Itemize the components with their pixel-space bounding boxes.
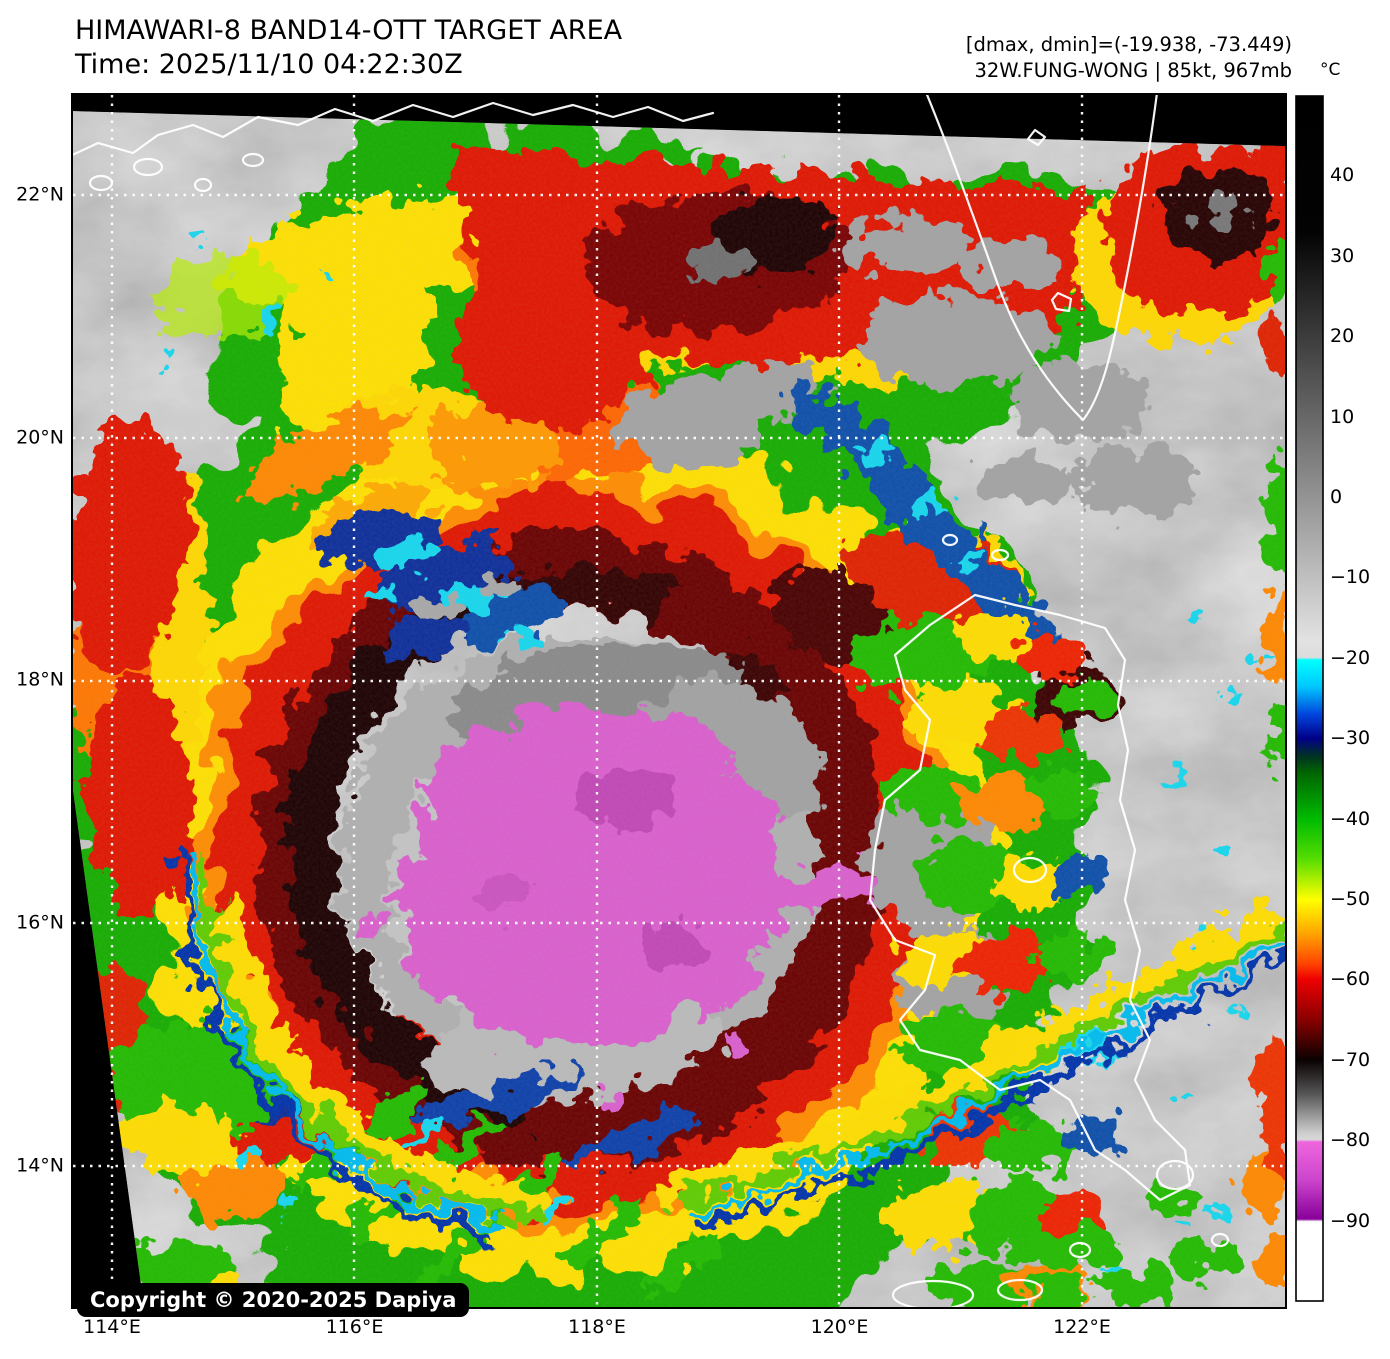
page-title-block: HIMAWARI-8 BAND14-OTT TARGET AREA Time: … [75,14,622,82]
lat-label: 16°N [16,911,64,934]
colorbar-tick-label: −90 [1330,1209,1371,1232]
colorbar-tick-label: 10 [1330,405,1355,428]
storm-info-label: 32W.FUNG-WONG | 85kt, 967mb [974,59,1292,82]
lon-label: 118°E [568,1316,626,1338]
colorbar-unit-label: °C [1320,60,1341,80]
colorbar-tick-label: −40 [1330,807,1371,830]
lat-label: 22°N [16,183,64,206]
colorbar-tick-label: −60 [1330,968,1371,991]
lon-label: 114°E [83,1316,141,1338]
time-label: Time: 2025/11/10 04:22:30Z [75,49,463,80]
colorbar-gradient [1295,95,1324,1302]
colorbar-tick-label: −70 [1330,1048,1371,1071]
lon-label: 122°E [1053,1316,1111,1338]
colorbar-tick-label: 20 [1330,325,1355,348]
lat-label: 14°N [16,1154,64,1177]
satellite-map [71,93,1287,1309]
colorbar-tick-label: −10 [1330,566,1371,589]
annotation-block: [dmax, dmin]=(-19.938, -73.449) 32W.FUNG… [966,32,1292,84]
colorbar [1295,95,1324,1302]
colorbar-tick-label: 0 [1330,486,1343,508]
satellite-image [73,95,1285,1307]
colorbar-tick-label: 30 [1330,244,1355,267]
coastlines [73,95,1230,1307]
colorbar-tick-label: −20 [1330,646,1371,669]
dmax-dmin-label: [dmax, dmin]=(-19.938, -73.449) [965,33,1292,56]
colorbar-tick-label: −50 [1330,888,1371,910]
lat-label: 20°N [16,426,64,449]
gridlines [73,95,1285,1307]
page-title: HIMAWARI-8 BAND14-OTT TARGET AREA [75,15,623,46]
colorbar-tick-label: −80 [1330,1129,1371,1152]
cloud-field [73,111,1285,1307]
lon-label: 120°E [810,1316,869,1338]
colorbar-tick-label: 40 [1330,164,1355,187]
colorbar-tick-label: −30 [1330,727,1371,750]
lat-label: 18°N [16,668,64,691]
copyright-badge: Copyright © 2020-2025 Dapiya [77,1283,470,1317]
lon-label: 116°E [325,1316,384,1338]
